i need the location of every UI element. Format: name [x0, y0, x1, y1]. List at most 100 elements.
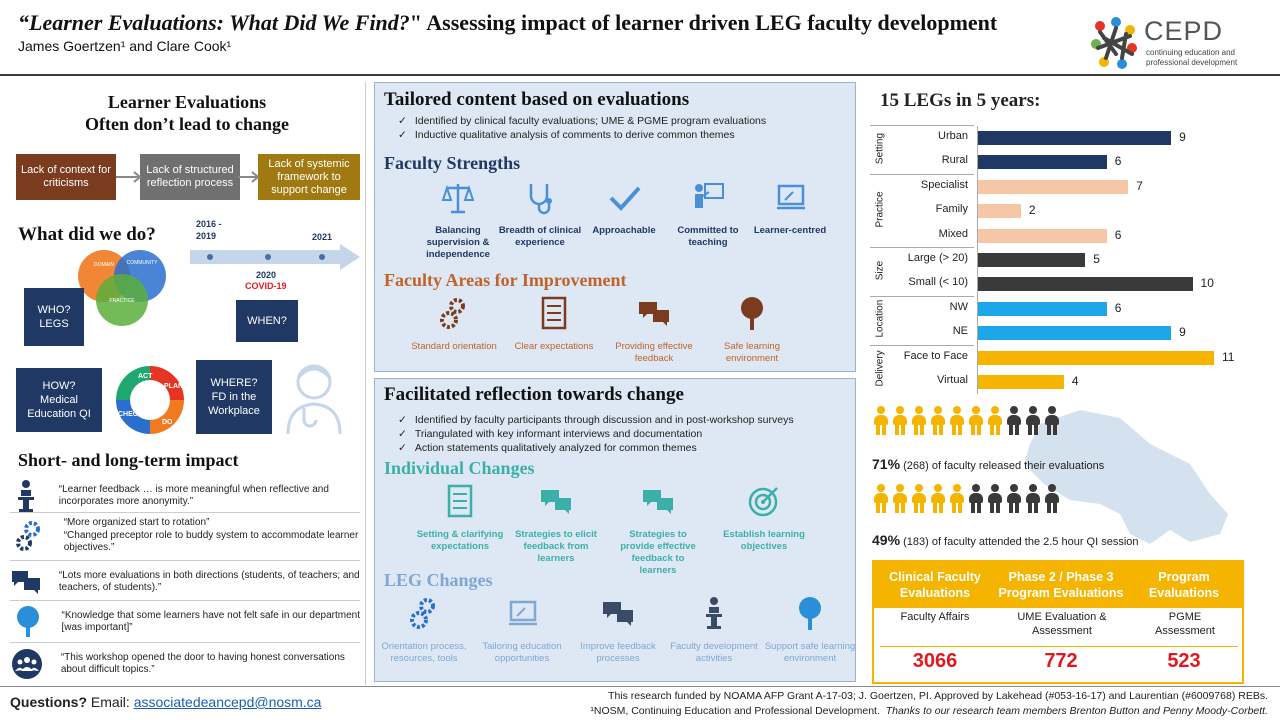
how-box: HOW? Medical Education QI	[16, 368, 102, 432]
bar-value-label: 4	[1071, 374, 1079, 388]
poster-title: “Learner Evaluations: What Did We Find?"…	[18, 10, 997, 36]
logo-subtitle: continuing education and professional de…	[1146, 48, 1238, 67]
impact-quote-3: “Lots more evaluations in both direction…	[58, 569, 360, 594]
stat-attended-pct: 49%	[872, 532, 901, 548]
person-icon	[891, 484, 909, 514]
person-icon	[910, 484, 928, 514]
scale-icon	[441, 184, 475, 214]
evaluation-table: Clinical Faculty Evaluations Phase 2 / P…	[872, 560, 1244, 684]
bar-value-label: 6	[1114, 227, 1122, 242]
tailored-bullet-1: Identified by clinical faculty evaluatio…	[398, 114, 766, 128]
cepd-logo: CEPD continuing education and profession…	[1086, 14, 1266, 74]
tailored-bullets: Identified by clinical faculty evaluatio…	[398, 114, 766, 142]
affiliation-note: ¹NOSM, Continuing Education and Professi…	[590, 705, 1268, 717]
person-icon	[1024, 484, 1042, 514]
impact-quote-4: “Knowledge that some learners have not f…	[61, 609, 361, 634]
impact-row: “Learner feedback … is more meaningful w…	[10, 476, 362, 516]
who-box: WHO? LEGS	[24, 288, 84, 346]
bar-group-label: Delivery	[874, 350, 886, 387]
impact-row: “This workshop opened the door to having…	[10, 644, 362, 684]
person-icon	[872, 406, 890, 436]
strength-balancing: Balancing supervision & independence	[412, 180, 504, 261]
footer-divider	[0, 686, 1280, 687]
bar-category-label: Family	[935, 203, 968, 216]
bar-group-location	[870, 295, 974, 345]
table-divider	[880, 646, 1238, 647]
bar	[978, 375, 1064, 389]
bar-group-delivery	[870, 344, 974, 394]
cycle-plan: PLAN	[164, 383, 183, 390]
impact-divider	[10, 512, 360, 513]
gears-icon	[15, 521, 40, 551]
stat-released-pct: 71%	[872, 456, 901, 472]
funding-note: This research funded by NOAMA AFP Grant …	[608, 690, 1268, 702]
cycle-check: CHECK	[118, 411, 143, 418]
person-icon	[1005, 484, 1023, 514]
impact-row: “More organized start to rotation” “Chan…	[10, 514, 362, 558]
individual-provide-feedback: Strategies to provide effective feedback…	[612, 484, 704, 577]
person-icon	[1024, 406, 1042, 436]
improve-expectations: Clear expectations	[508, 296, 600, 353]
table-count-1: 3066	[912, 650, 958, 672]
questions-label: Questions?	[10, 694, 88, 710]
chat-bubbles-icon	[639, 302, 669, 326]
timeline-end: 2021	[312, 232, 333, 242]
improve-safe-environment: Safe learning environment	[706, 296, 798, 365]
bar-category-label: NE	[952, 325, 968, 338]
table-source-2: UME Evaluation & Assessment	[1017, 611, 1107, 637]
impact-row: “Knowledge that some learners have not f…	[10, 602, 362, 642]
bar-group-setting	[870, 125, 974, 174]
table-header-1: Clinical Faculty Evaluations	[874, 562, 996, 608]
stethoscope-icon	[529, 184, 552, 215]
timeline-covid: COVID-19	[245, 281, 287, 291]
target-icon	[748, 487, 778, 517]
bar-group-practice	[870, 173, 974, 247]
when-box: WHEN?	[236, 300, 298, 342]
bar	[978, 326, 1172, 341]
bar-category-label: Specialist	[920, 178, 968, 191]
questions-line: Questions? Email: associatedeancepd@nosm…	[10, 694, 321, 710]
venn-label-practice: PRACTICE	[109, 298, 135, 304]
person-icon	[1005, 406, 1023, 436]
bar-value-label: 11	[1222, 349, 1235, 364]
individual-heading: Individual Changes	[384, 458, 535, 478]
table-header-3: Program Evaluations	[1126, 562, 1242, 608]
bar-group-label: Practice	[874, 191, 886, 228]
chat-bubbles-icon	[541, 490, 571, 514]
bar	[978, 179, 1129, 194]
logo-text: CEPD	[1144, 16, 1224, 46]
bar-category-label: Urban	[938, 130, 968, 142]
person-icon	[910, 406, 928, 436]
tree-icon	[16, 606, 39, 637]
leg-safe-environment: Support safe learning environment	[764, 596, 856, 665]
bar-category-label: NW	[949, 300, 968, 313]
strengths-heading: Faculty Strengths	[384, 153, 521, 173]
impact-divider	[10, 560, 360, 561]
strength-committed: Committed to teaching	[662, 180, 754, 249]
timeline-arrow	[190, 244, 360, 270]
bar-value-label: 9	[1179, 130, 1186, 144]
tailored-heading: Tailored content based on evaluations	[384, 89, 690, 110]
email-link[interactable]: associatedeancepd@nosm.ca	[133, 694, 322, 710]
strength-breadth: Breadth of clinical experience	[494, 180, 586, 249]
table-source-3: PGME Assessment	[1155, 611, 1215, 637]
bar	[978, 301, 1107, 316]
gears-icon	[410, 598, 435, 629]
improvement-heading: Faculty Areas for Improvement	[384, 270, 627, 290]
bar-group-size	[870, 247, 974, 296]
bar-category-label: Large (> 20)	[907, 252, 968, 264]
affiliation: ¹NOSM, Continuing Education and Professi…	[590, 705, 880, 717]
bar-category-label: Rural	[941, 154, 968, 167]
person-icon	[1043, 406, 1061, 436]
bar-value-label: 10	[1200, 276, 1214, 291]
bar-category-label: Mixed	[938, 227, 968, 240]
bar-value-label: 6	[1114, 154, 1122, 169]
person-icon	[872, 484, 890, 514]
teacher-icon	[695, 183, 724, 208]
tag-framework: Lack of systemic framework to support ch…	[258, 154, 360, 200]
individual-expectations: Setting & clarifying expectations	[414, 484, 506, 553]
leg-feedback: Improve feedback processes	[572, 596, 664, 665]
cycle-act: ACT	[138, 373, 153, 380]
stat-attended-text: (183) of faculty attended the 2.5 hour Q…	[900, 536, 1139, 548]
strength-learner-centred: Learner-centred	[744, 180, 836, 237]
